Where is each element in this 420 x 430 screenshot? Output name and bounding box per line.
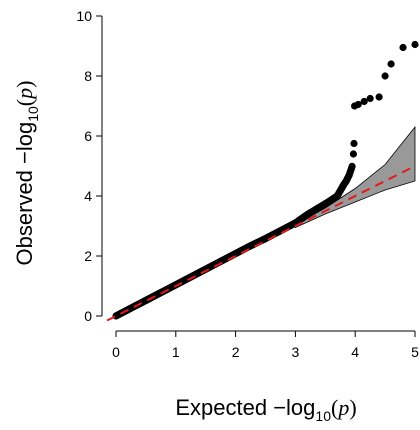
- x-tick-label: 0: [112, 344, 120, 360]
- x-tick-label: 2: [232, 344, 240, 360]
- x-tick-label: 3: [292, 344, 300, 360]
- x-axis-title-subscript: 10: [315, 408, 331, 424]
- axes-layer: 0 2 4 6 8 10 0 1 2 3 4 5: [76, 8, 419, 360]
- y-tick-label: 2: [84, 248, 92, 264]
- y-axis-title-variable: p: [12, 88, 37, 101]
- y-axis-title-subscript: 10: [25, 106, 41, 122]
- points-layer: [112, 40, 419, 320]
- y-tick-label: 10: [76, 8, 92, 24]
- x-tick-label: 1: [172, 344, 180, 360]
- y-axis-title-close-paren: ): [12, 81, 37, 88]
- data-point: [387, 60, 395, 68]
- x-axis-title-open-paren: (: [331, 395, 338, 420]
- y-axis-title-open-paren: (: [12, 99, 37, 106]
- data-point: [366, 94, 374, 103]
- data-point: [399, 43, 407, 52]
- data-point: [348, 162, 356, 170]
- data-point: [381, 72, 389, 80]
- y-axis-title: Observed −log10(p): [12, 81, 41, 266]
- x-tick-label: 5: [411, 344, 419, 360]
- reference-line: [106, 165, 416, 322]
- y-tick-label: 4: [84, 188, 92, 204]
- data-point: [375, 93, 383, 101]
- y-tick-label: 0: [84, 308, 92, 324]
- reference-line-layer: [106, 165, 416, 322]
- data-point: [360, 97, 368, 106]
- data-point: [411, 40, 419, 49]
- x-axis-title-prefix: Expected −log: [175, 395, 315, 420]
- y-tick-label: 6: [84, 128, 92, 144]
- data-point: [350, 139, 358, 148]
- y-axis-title-prefix: Observed −log: [12, 122, 37, 266]
- x-axis-title: Expected −log10(p): [175, 395, 356, 424]
- x-axis-title-close-paren: ): [349, 395, 356, 420]
- y-tick-label: 8: [84, 68, 92, 84]
- data-point: [349, 150, 358, 158]
- data-point: [354, 100, 362, 109]
- x-tick-label: 4: [351, 344, 359, 360]
- x-axis-title-variable: p: [336, 395, 349, 420]
